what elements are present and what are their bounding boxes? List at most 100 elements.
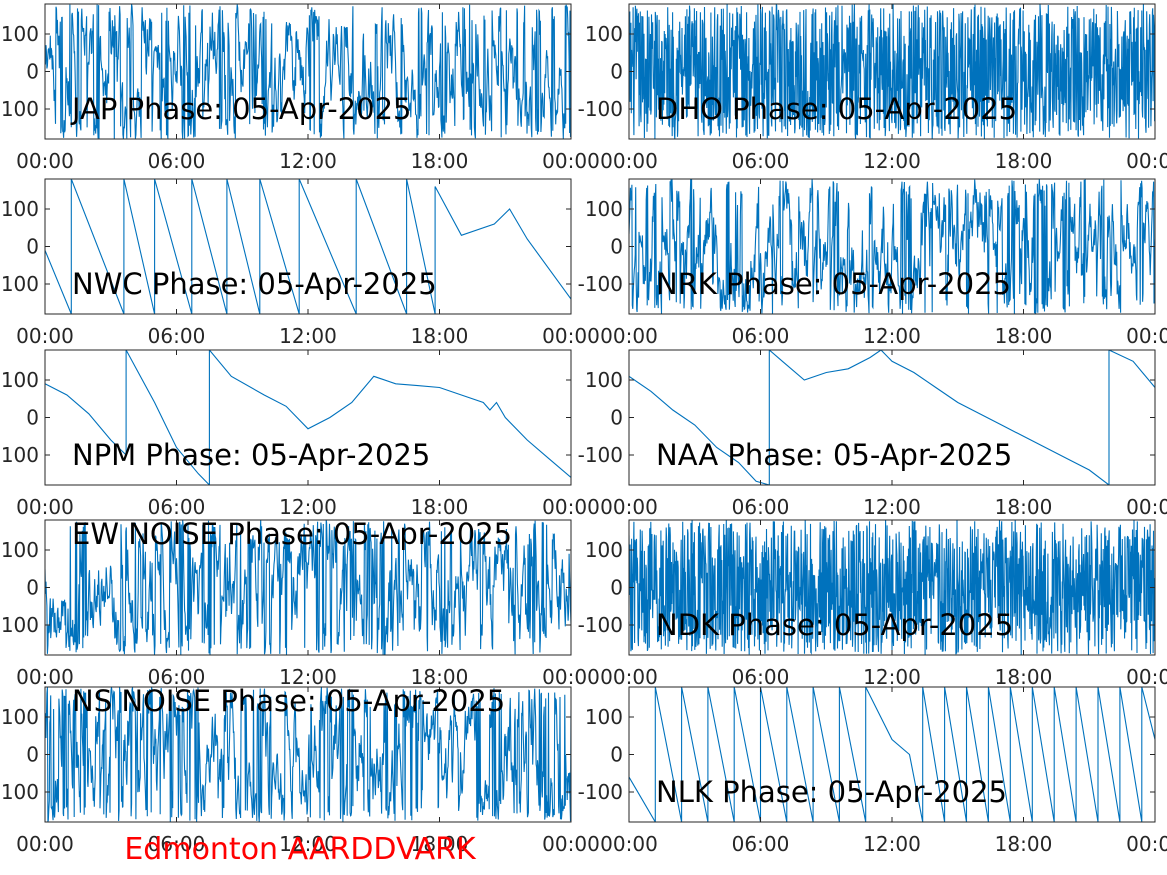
y-tick-label: -100 (0, 780, 39, 804)
panel-9: -100 0 100 00:00 06:00 12:00 18:00 00:00 NLK Pha… (578, 686, 1167, 856)
y-tick-label: 0 (610, 576, 623, 600)
x-tick-label: 00:00 (600, 665, 658, 689)
x-tick-label: 12:00 (863, 665, 921, 689)
panel-title: EW NOISE Phase: 05-Apr-2025 (72, 517, 512, 551)
y-tick-label: 0 (610, 406, 623, 430)
x-tick-label: 00:00 (600, 832, 658, 856)
plot-area (45, 350, 571, 485)
plot-area (45, 520, 571, 655)
y-tick-label: -100 (578, 613, 623, 637)
x-tick-label: 12:00 (279, 495, 337, 519)
panel-title: NAA Phase: 05-Apr-2025 (656, 438, 1012, 472)
series-line (629, 687, 1155, 822)
y-tick-label: 100 (1, 22, 39, 46)
x-tick-label: 18:00 (411, 495, 469, 519)
x-tick-label: 06:00 (148, 324, 206, 348)
series-line (45, 4, 571, 139)
y-tick-label: 100 (1, 368, 39, 392)
x-tick-label: 00:00 (1126, 324, 1167, 348)
panel-title: NWC Phase: 05-Apr-2025 (72, 267, 437, 301)
x-tick-label: 00:00 (600, 324, 658, 348)
x-tick-label: 18:00 (995, 149, 1053, 173)
x-tick-label: 12:00 (279, 832, 337, 856)
x-tick-label: 18:00 (411, 665, 469, 689)
x-tick-label: 00:00 (1126, 149, 1167, 173)
panel-3: -100 0 100 00:00 06:00 12:00 18:00 00:00 NRK Pha… (578, 178, 1167, 348)
x-tick-label: 00:00 (16, 665, 74, 689)
y-tick-label: -100 (0, 272, 39, 296)
x-tick-label: 18:00 (995, 495, 1053, 519)
y-tick-label: 100 (585, 22, 623, 46)
x-tick-label: 18:00 (995, 665, 1053, 689)
y-tick-label: 100 (585, 538, 623, 562)
x-tick-label: 18:00 (995, 324, 1053, 348)
x-tick-label: 00:00 (542, 832, 600, 856)
y-tick-label: 100 (1, 705, 39, 729)
y-tick-label: -100 (578, 780, 623, 804)
x-tick-label: 06:00 (148, 149, 206, 173)
x-tick-label: 06:00 (732, 324, 790, 348)
panel-2: -100 0 100 00:00 06:00 12:00 18:00 00:00 NWC Pha… (0, 178, 600, 348)
x-tick-label: 00:00 (16, 832, 74, 856)
x-tick-label: 06:00 (148, 832, 206, 856)
plot-area (45, 4, 571, 139)
x-tick-label: 12:00 (863, 324, 921, 348)
x-tick-label: 12:00 (863, 832, 921, 856)
x-tick-label: 06:00 (732, 832, 790, 856)
y-tick-label: 0 (610, 60, 623, 84)
y-tick-label: -100 (0, 443, 39, 467)
x-tick-label: 00:00 (542, 665, 600, 689)
y-tick-label: 100 (585, 705, 623, 729)
footer-title: Edmonton AARDDVARK (124, 832, 477, 867)
y-tick-label: -100 (578, 443, 623, 467)
y-tick-label: 0 (26, 235, 39, 259)
x-tick-label: 00:00 (16, 149, 74, 173)
x-tick-label: 00:00 (1126, 832, 1167, 856)
plot-area (629, 179, 1155, 314)
panel-title: NRK Phase: 05-Apr-2025 (656, 267, 1011, 301)
panel-4: -100 0 100 00:00 06:00 12:00 18:00 00:00 NPM Pha… (0, 349, 600, 519)
y-tick-label: 0 (26, 576, 39, 600)
x-tick-label: 00:00 (16, 324, 74, 348)
plot-area (45, 179, 571, 314)
x-tick-label: 18:00 (411, 324, 469, 348)
plot-area (45, 687, 571, 822)
x-tick-label: 00:00 (16, 495, 74, 519)
x-tick-label: 00:00 (1126, 495, 1167, 519)
x-tick-label: 06:00 (148, 665, 206, 689)
x-tick-label: 00:00 (600, 149, 658, 173)
y-tick-label: 0 (26, 60, 39, 84)
panel-5: -100 0 100 00:00 06:00 12:00 18:00 00:00 NAA Pha… (578, 349, 1167, 519)
x-tick-label: 12:00 (863, 495, 921, 519)
panel-8: -100 0 100 00:00 06:00 12:00 18:00 00:00 NS NOIS… (0, 684, 600, 856)
x-tick-label: 18:00 (411, 149, 469, 173)
y-tick-label: 100 (1, 197, 39, 221)
y-tick-label: -100 (578, 97, 623, 121)
series-line (629, 350, 1155, 485)
x-tick-label: 12:00 (279, 149, 337, 173)
x-tick-label: 06:00 (732, 665, 790, 689)
x-tick-label: 18:00 (411, 832, 469, 856)
panel-1: -100 0 100 00:00 06:00 12:00 18:00 00:00 DHO Pha… (578, 3, 1167, 173)
y-tick-label: 0 (26, 743, 39, 767)
panel-title: NLK Phase: 05-Apr-2025 (656, 775, 1007, 809)
x-tick-label: 00:00 (542, 495, 600, 519)
y-tick-label: -100 (0, 613, 39, 637)
panel-title: NPM Phase: 05-Apr-2025 (72, 438, 430, 472)
plot-area (629, 4, 1155, 139)
x-tick-label: 06:00 (148, 495, 206, 519)
x-tick-label: 06:00 (732, 149, 790, 173)
series-line (45, 179, 571, 314)
y-tick-label: -100 (578, 272, 623, 296)
y-tick-label: 100 (585, 197, 623, 221)
series-line (45, 350, 571, 485)
x-tick-label: 00:00 (542, 149, 600, 173)
y-tick-label: 0 (26, 406, 39, 430)
panel-0: -100 0 100 00:00 06:00 12:00 18:00 00:00 JAP Pha… (0, 3, 600, 173)
panel-title: DHO Phase: 05-Apr-2025 (656, 92, 1017, 126)
panel-title: NS NOISE Phase: 05-Apr-2025 (72, 684, 505, 718)
x-tick-label: 06:00 (732, 495, 790, 519)
plot-area (629, 350, 1155, 485)
panel-7: -100 0 100 00:00 06:00 12:00 18:00 00:00 NDK Pha… (578, 519, 1167, 689)
x-tick-label: 18:00 (995, 832, 1053, 856)
